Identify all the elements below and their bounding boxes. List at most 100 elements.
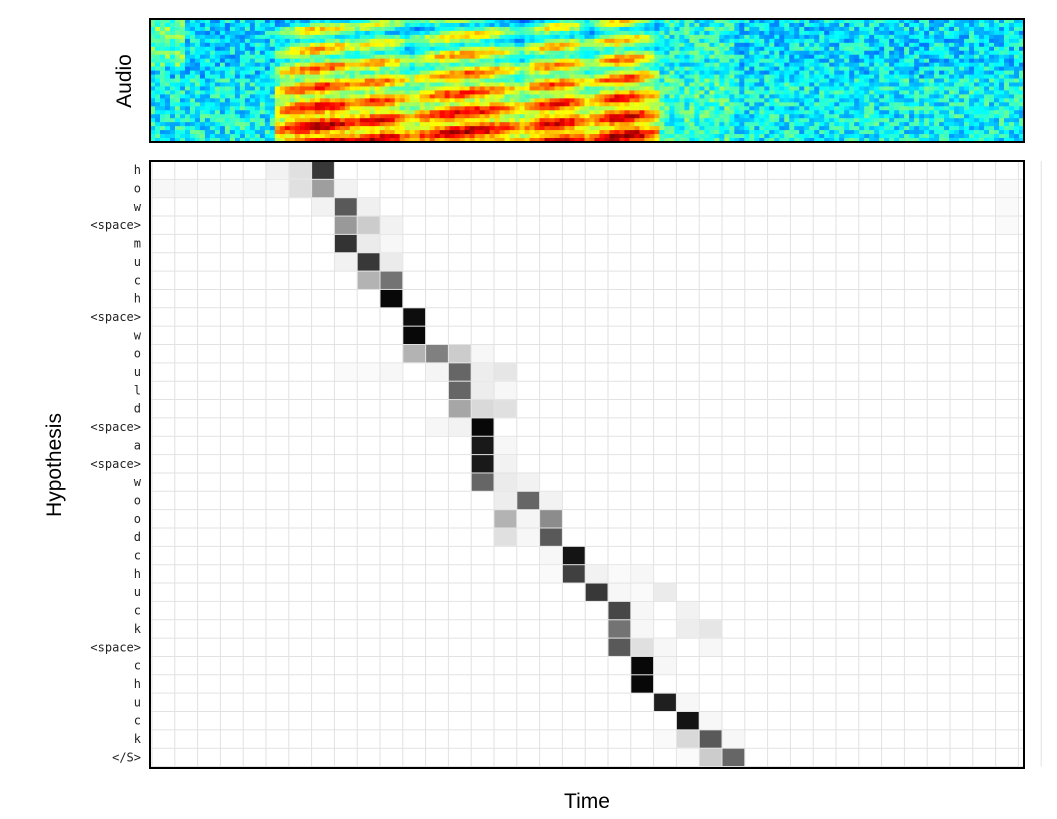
spectrogram-bin [509,58,516,64]
spectrogram-bin [749,122,755,127]
spectrogram-bin [514,98,521,103]
spectrogram-bin [599,118,606,123]
spectrogram-bin [949,82,955,88]
spectrogram-bin [579,34,586,40]
spectrogram-bin [669,22,675,28]
spectrogram-bin [359,98,366,103]
spectrogram-bin [759,74,765,80]
spectrogram-bin [519,74,526,80]
spectrogram-bin [799,19,805,24]
spectrogram-bin [304,86,311,92]
spectrogram-bin [424,58,431,64]
spectrogram-bin [304,70,311,76]
spectrogram-bin [624,106,631,111]
spectrogram-bin [889,94,895,99]
spectrogram-bin [319,126,326,131]
spectrogram-bin [249,134,256,139]
spectrogram-bin [924,110,930,115]
spectrogram-bin [519,66,526,72]
spectrogram-bin [384,42,391,48]
spectrogram-bin [614,114,621,119]
spectrogram-bin [604,26,611,32]
spectrogram-bin [424,22,431,28]
spectrogram-bin [914,138,920,142]
spectrogram-bin [569,70,576,76]
spectrogram-bin [754,70,760,76]
spectrogram-bin [269,90,276,95]
spectrogram-bin [194,50,201,56]
spectrogram-bin [644,46,651,52]
spectrogram-bin [854,94,860,99]
spectrogram-bin [399,62,406,68]
spectrogram-bin [459,118,466,123]
spectrogram-bin [729,54,735,60]
spectrogram-bin [664,66,670,72]
spectrogram-bin [564,118,571,123]
spectrogram-bin [814,58,820,64]
spectrogram-bin [454,66,461,72]
spectrogram-bin [299,98,306,103]
spectrogram-bin [789,19,795,24]
spectrogram-bin [199,90,206,95]
spectrogram-bin [199,126,206,131]
spectrogram-bin [374,54,381,60]
spectrogram-bin [489,66,496,72]
spectrogram-bin [594,102,601,107]
spectrogram-bin [769,102,775,107]
spectrogram-bin [224,22,231,28]
spectrogram-bin [274,58,281,64]
spectrogram-bin [224,138,231,142]
spectrogram-bin [179,126,186,131]
spectrogram-bin [364,126,371,131]
spectrogram-bin [439,118,446,123]
spectrogram-bin [244,98,251,103]
spectrogram-bin [384,90,391,95]
spectrogram-bin [744,90,750,95]
spectrogram-bin [324,138,331,142]
spectrogram-bin [549,82,556,88]
spectrogram-bin [354,22,361,28]
spectrogram-bin [619,70,626,76]
spectrogram-bin [574,106,581,111]
spectrogram-bin [724,90,730,95]
spectrogram-bin [289,90,296,95]
spectrogram-bin [234,98,241,103]
spectrogram-bin [614,122,621,127]
spectrogram-bin [739,50,745,56]
spectrogram-bin [549,130,556,135]
spectrogram-bin [169,74,176,80]
spectrogram-bin [844,114,850,119]
spectrogram-bin [259,90,266,95]
spectrogram-bin [274,66,281,72]
spectrogram-bin [774,138,780,142]
spectrogram-bin [714,86,720,92]
spectrogram-bin [629,78,636,84]
spectrogram-bin [399,46,406,52]
spectrogram-bin [864,38,870,44]
spectrogram-bin [559,66,566,72]
spectrogram-bin [694,22,700,28]
spectrogram-bin [479,126,486,131]
spectrogram-bin [939,114,945,119]
spectrogram-bin [944,94,950,99]
spectrogram-bin [784,102,790,107]
spectrogram-bin [189,122,196,127]
spectrogram-bin [289,74,296,80]
spectrogram-bin [729,66,735,72]
spectrogram-bin [744,118,750,123]
spectrogram-bin [244,46,251,52]
spectrogram-bin [199,70,206,76]
spectrogram-bin [669,106,675,111]
spectrogram-bin [154,50,161,56]
spectrogram-bin [234,74,241,80]
spectrogram-bin [294,30,301,36]
spectrogram-bin [479,66,486,72]
spectrogram-bin [804,138,810,142]
spectrogram-bin [319,98,326,103]
spectrogram-bin [809,78,815,84]
spectrogram-bin [399,22,406,28]
spectrogram-bin [679,46,685,52]
spectrogram-bin [794,110,800,115]
spectrogram-bin [864,106,870,111]
spectrogram-bin [379,38,386,44]
